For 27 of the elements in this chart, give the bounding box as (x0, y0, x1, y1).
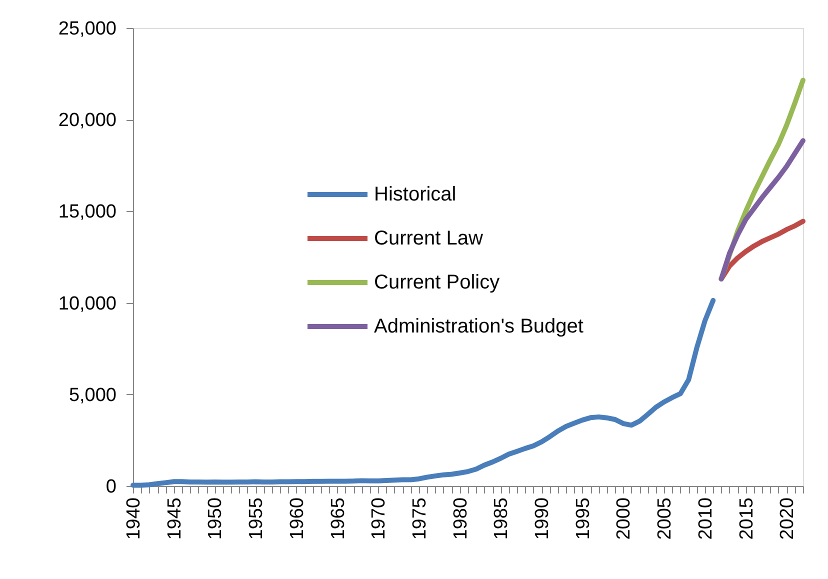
y-tick-label: 20,000 (58, 110, 116, 132)
x-tick-label: 1965 (328, 498, 349, 540)
legend-label: Historical (374, 184, 456, 206)
x-tick-label: 1990 (532, 498, 554, 540)
legend-label: Administration's Budget (374, 316, 584, 338)
legend-label: Current Policy (374, 272, 500, 294)
legend-label: Current Law (374, 228, 484, 250)
x-tick-label: 2000 (614, 498, 635, 540)
x-tick-label: 2005 (654, 498, 676, 540)
x-tick-label: 1980 (450, 498, 472, 540)
x-tick-label: 1995 (572, 498, 594, 540)
x-tick-label: 1975 (409, 498, 430, 540)
x-tick-label: 2010 (695, 498, 716, 540)
y-tick-label: 25,000 (58, 18, 116, 40)
y-tick-label: 10,000 (58, 293, 116, 314)
x-tick-label: 1955 (246, 498, 268, 540)
x-tick-label: 1940 (124, 498, 144, 540)
x-tick-label: 1970 (368, 498, 390, 540)
y-tick-label: 5,000 (68, 384, 116, 406)
x-tick-label: 1945 (164, 498, 186, 540)
x-tick-label: 1950 (205, 498, 226, 540)
x-tick-label: 2015 (736, 498, 758, 540)
y-tick-label: 15,000 (58, 202, 116, 223)
x-tick-label: 2020 (777, 498, 798, 540)
x-tick-label: 1960 (286, 498, 308, 540)
y-tick-label: 0 (106, 476, 116, 498)
x-tick-label: 1985 (491, 498, 512, 540)
